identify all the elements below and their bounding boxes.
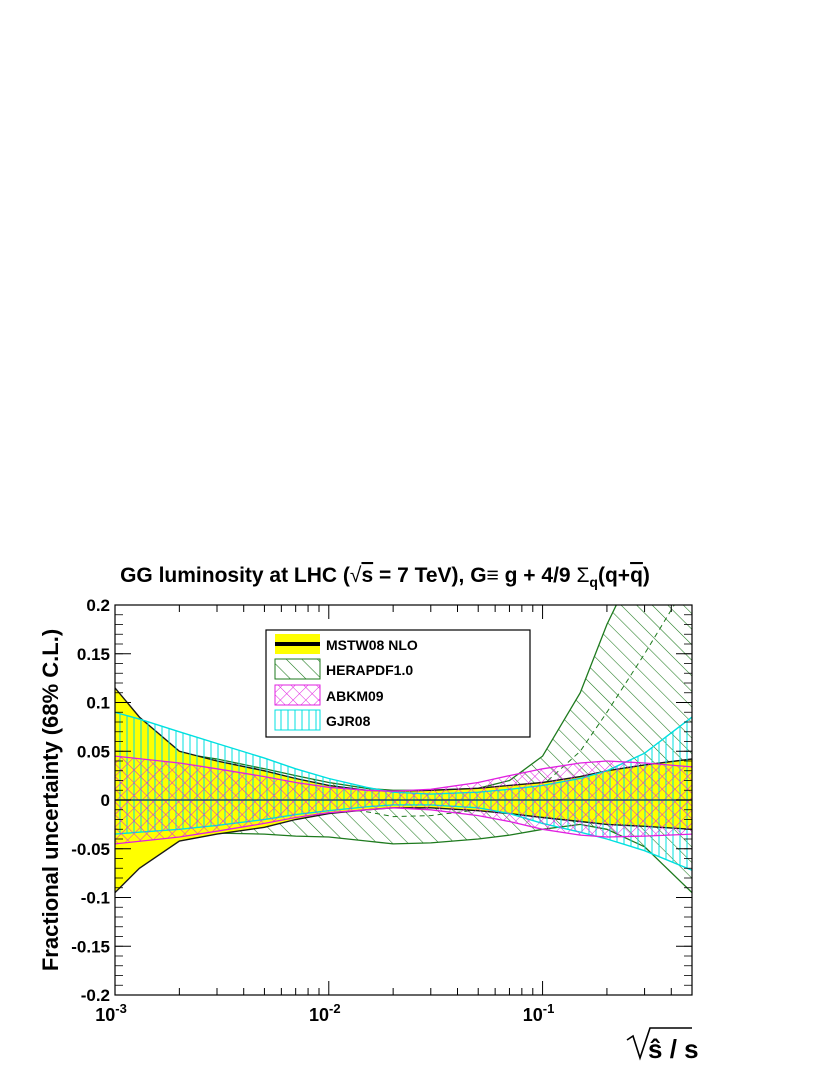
chart-title: GG luminosity at LHC (√s = 7 TeV), G≡ g … xyxy=(120,564,650,590)
legend-swatch-herapdf xyxy=(274,658,321,680)
legend-label-abkm: ABKM09 xyxy=(326,688,384,704)
y-tick-label: 0.05 xyxy=(77,742,110,761)
legend: MSTW08 NLO HERAPDF1.0 ABKM09 GJR08 xyxy=(265,629,531,738)
legend-entry-gjr: GJR08 xyxy=(274,709,371,731)
svg-text:ŝ / s: ŝ / s xyxy=(648,1034,699,1064)
y-tick-label: -0.15 xyxy=(71,937,110,956)
y-tick-label: -0.2 xyxy=(81,986,110,1005)
y-tick-label: 0.1 xyxy=(86,694,110,713)
axis-ticks xyxy=(114,604,693,996)
x-tick-labels: 10-3 10-2 10-1 xyxy=(95,1001,554,1025)
band-abkm-lower-edge xyxy=(115,807,692,845)
y-tick-labels: 0.2 0.15 0.1 0.05 0 -0.05 -0.1 -0.15 -0.2 xyxy=(71,596,110,1005)
legend-label-herapdf: HERAPDF1.0 xyxy=(326,662,413,678)
y-tick-label: -0.1 xyxy=(81,889,110,908)
x-tick-label: 10-1 xyxy=(523,1001,555,1025)
x-axis-label: ŝ / s xyxy=(626,1027,699,1064)
legend-label-mstw: MSTW08 NLO xyxy=(326,637,418,653)
legend-entry-abkm: ABKM09 xyxy=(274,684,384,706)
x-tick-label: 10-2 xyxy=(309,1001,341,1025)
legend-entry-herapdf: HERAPDF1.0 xyxy=(274,658,413,680)
y-tick-label: -0.05 xyxy=(71,840,110,859)
legend-label-gjr: GJR08 xyxy=(326,713,371,729)
y-tick-label: 0.2 xyxy=(86,596,110,615)
y-axis-label: Fractional uncertainty (68% C.L.) xyxy=(38,629,63,971)
y-tick-label: 0 xyxy=(101,791,110,810)
legend-swatch-gjr xyxy=(274,709,321,731)
band-herapdf-central xyxy=(115,605,675,818)
legend-entry-mstw: MSTW08 NLO xyxy=(275,634,418,654)
y-tick-label: 0.15 xyxy=(77,645,110,664)
band-abkm-upper-edge xyxy=(115,755,692,792)
x-tick-label: 10-3 xyxy=(95,1001,127,1025)
